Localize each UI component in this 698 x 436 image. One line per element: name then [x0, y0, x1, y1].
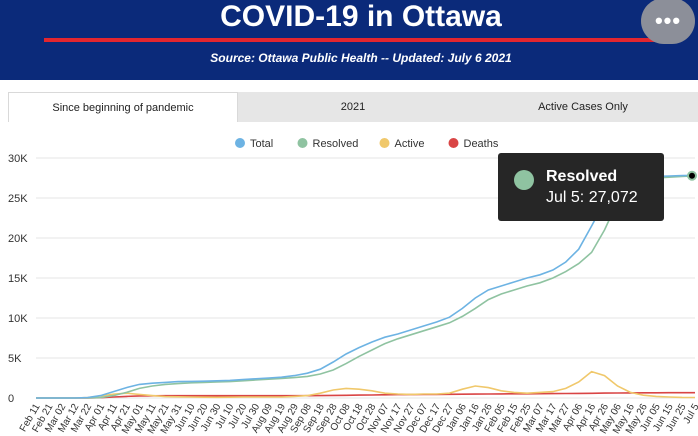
more-dots-icon: •••	[654, 8, 682, 33]
tab-active-cases-only[interactable]: Active Cases Only	[538, 101, 628, 113]
header-banner: COVID-19 in Ottawa Source: Ottawa Public…	[0, 0, 698, 80]
y-tick-label: 15K	[8, 273, 28, 285]
series-line-active	[36, 370, 696, 399]
y-tick-label: 5K	[8, 353, 22, 365]
chart-tooltip: Resolved Jul 5: 27,072	[498, 153, 664, 221]
legend-label-resolved: Resolved	[313, 138, 359, 150]
page-subtitle: Source: Ottawa Public Health -- Updated:…	[210, 51, 512, 65]
y-tick-label: 0	[8, 393, 14, 405]
legend-label-active: Active	[395, 138, 425, 150]
series-line-deaths	[36, 391, 695, 399]
y-tick-label: 30K	[8, 153, 28, 165]
legend-marker-deaths	[448, 138, 459, 148]
tab-bar: Since beginning of pandemic 2021 Active …	[8, 92, 698, 122]
legend-marker-resolved	[297, 138, 308, 148]
tooltip-series-dot	[514, 170, 534, 190]
series-line-resolved	[36, 175, 696, 399]
tab-since-beginning[interactable]: Since beginning of pandemic	[8, 92, 238, 122]
tooltip-series-name: Resolved	[546, 168, 618, 185]
more-options-button[interactable]: •••	[641, 0, 695, 44]
y-tick-label: 20K	[8, 233, 28, 245]
tooltip-value: Jul 5: 27,072	[546, 189, 638, 206]
legend-label-total: Total	[250, 138, 273, 150]
title-underline	[44, 38, 664, 42]
y-tick-label: 25K	[8, 193, 28, 205]
page-title: COVID-19 in Ottawa	[220, 0, 502, 33]
highlighted-point	[687, 170, 697, 181]
tab-2021[interactable]: 2021	[340, 101, 366, 113]
legend-marker-total	[235, 138, 245, 148]
series-line-total	[36, 174, 696, 399]
y-tick-label: 10K	[8, 313, 28, 325]
legend-label-deaths: Deaths	[464, 138, 499, 150]
legend-marker-active	[379, 138, 390, 148]
